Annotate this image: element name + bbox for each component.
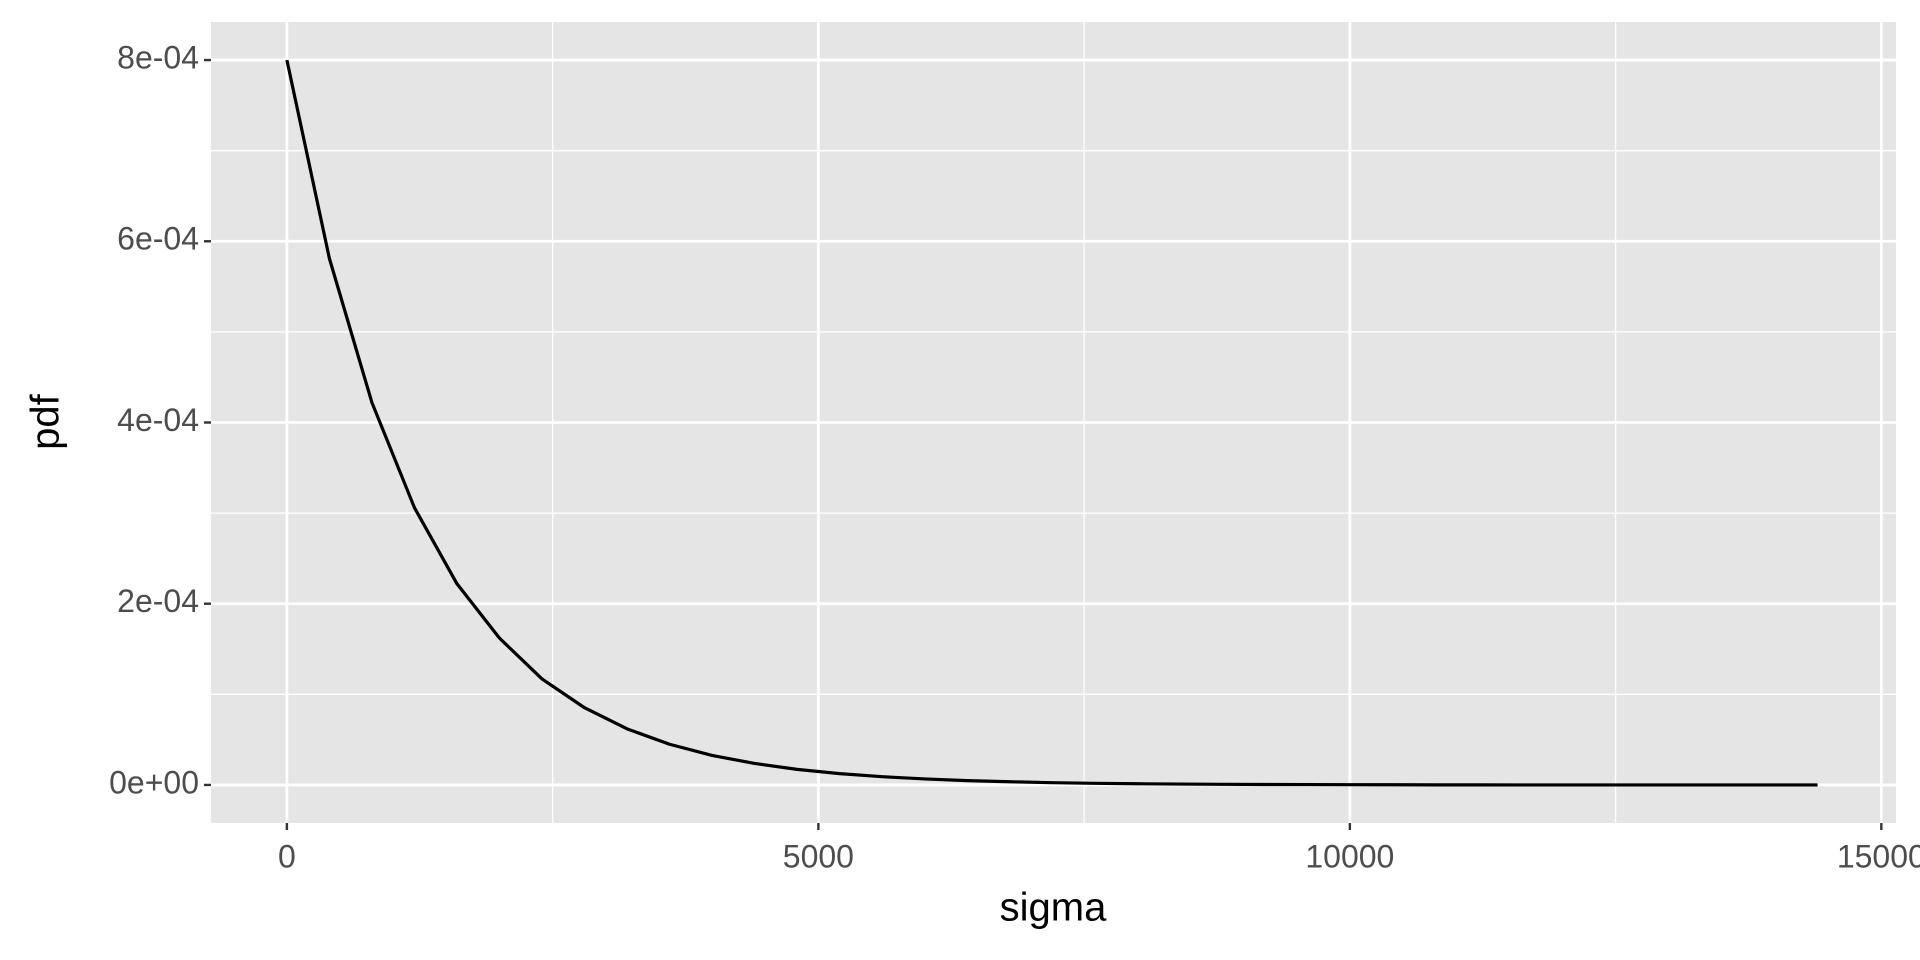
y-tick-label: 8e-04 xyxy=(117,40,199,76)
x-tick-label: 5000 xyxy=(783,838,854,874)
y-tick-label: 6e-04 xyxy=(117,221,199,257)
y-tick-label: 4e-04 xyxy=(117,402,199,438)
line xyxy=(285,59,1818,787)
x-tick-label: 15000 xyxy=(1837,838,1920,874)
x-axis-title: sigma xyxy=(1000,886,1107,930)
y-axis-title: pdf xyxy=(24,393,68,449)
y-tick-label: 0e+00 xyxy=(109,764,199,800)
x-tick-label: 10000 xyxy=(1305,838,1394,874)
x-tick-label: 0 xyxy=(278,838,296,874)
y-tick-label: 2e-04 xyxy=(117,583,199,619)
